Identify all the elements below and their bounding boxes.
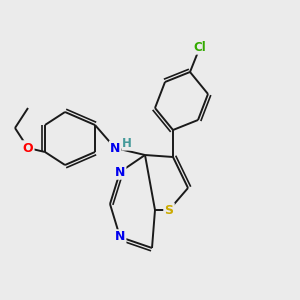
Text: N: N — [115, 230, 125, 244]
Text: Cl: Cl — [194, 40, 206, 53]
Text: S: S — [164, 203, 173, 217]
Text: O: O — [23, 142, 33, 154]
Text: N: N — [115, 166, 125, 178]
Text: H: H — [122, 137, 132, 150]
Text: N: N — [110, 142, 120, 154]
